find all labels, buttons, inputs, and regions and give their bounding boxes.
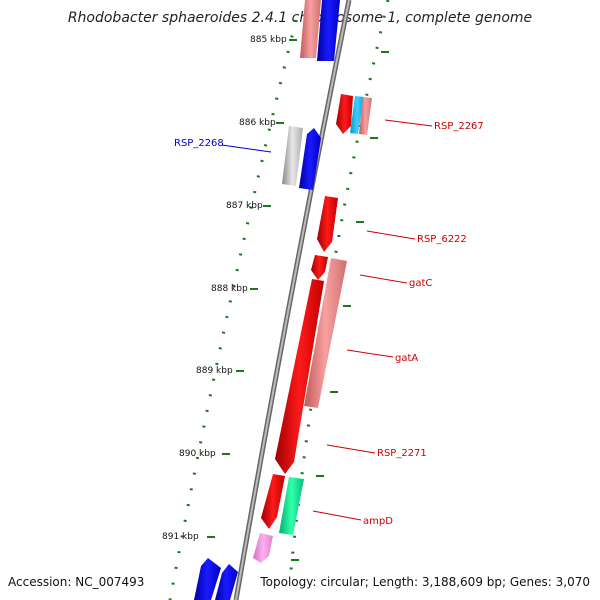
gene-gatc[interactable] [311, 255, 328, 280]
ruler-ticks [207, 39, 389, 561]
gene-top-blue[interactable] [317, 0, 340, 61]
leader-gata [346, 349, 394, 358]
gene-label-rsp2267[interactable]: RSP_2267 [434, 121, 484, 132]
gene-rsp2267-a[interactable] [336, 94, 353, 134]
tick-label: 889 kbp [196, 366, 233, 376]
gene-gata[interactable] [304, 258, 347, 408]
map-title: Rhodobacter sphaeroides 2.4.1 chromosome… [68, 10, 532, 26]
gene-label-rsp6222[interactable]: RSP_6222 [417, 234, 467, 245]
tick-label: 888 kbp [211, 284, 248, 294]
gene-bottom-blue-a[interactable] [194, 558, 221, 600]
chromosome-backbone-highlight [235, 0, 350, 600]
label-leaders [221, 119, 433, 521]
gene-rsp2267-c[interactable] [359, 97, 372, 135]
tick-label: 885 kbp [250, 35, 287, 45]
gene-rsp2271[interactable] [275, 279, 324, 474]
leader-rsp2267 [384, 119, 433, 127]
tick-label: 891 kbp [162, 532, 199, 542]
tick-label: 890 kbp [179, 449, 216, 459]
leader-gatc [359, 274, 408, 284]
gene-label-rsp2268[interactable]: RSP_2268 [174, 138, 224, 149]
gene-label-gatc[interactable]: gatC [409, 278, 432, 289]
tick-label: 887 kbp [226, 201, 263, 211]
leader-ampd [312, 510, 362, 521]
gene-rsp2267-b[interactable] [350, 96, 364, 134]
leader-rsp2271 [326, 444, 376, 454]
gene-labels: RSP_2267 RSP_2268 RSP_6222 gatC gatA RSP… [174, 121, 484, 527]
forward-strand-genes [253, 0, 372, 563]
gene-rsp2268[interactable] [299, 128, 321, 190]
ruler-tick-labels: 885 kbp 886 kbp 887 kbp 888 kbp 889 kbp … [162, 35, 287, 542]
leader-rsp2268 [221, 144, 272, 153]
inner-ruler [168, 19, 298, 600]
gene-rna-pink[interactable] [253, 533, 273, 563]
gene-top-pink[interactable] [300, 0, 321, 58]
gene-rsp6222[interactable] [317, 196, 338, 252]
gene-rsp2268-grey[interactable] [282, 126, 303, 186]
reverse-strand-genes [194, 0, 340, 600]
genome-summary-text: Topology: circular; Length: 3,188,609 bp… [259, 575, 590, 589]
leader-rsp6222 [366, 230, 416, 240]
gene-ampd-a[interactable] [261, 474, 285, 529]
gene-label-gata[interactable]: gatA [395, 353, 418, 364]
gene-label-rsp2271[interactable]: RSP_2271 [377, 448, 427, 459]
gene-label-ampd[interactable]: ampD [363, 516, 393, 527]
accession-text: Accession: NC_007493 [8, 575, 144, 589]
gene-bottom-blue-b[interactable] [215, 564, 238, 600]
tick-label: 886 kbp [239, 118, 276, 128]
gene-ampd[interactable] [279, 477, 304, 535]
